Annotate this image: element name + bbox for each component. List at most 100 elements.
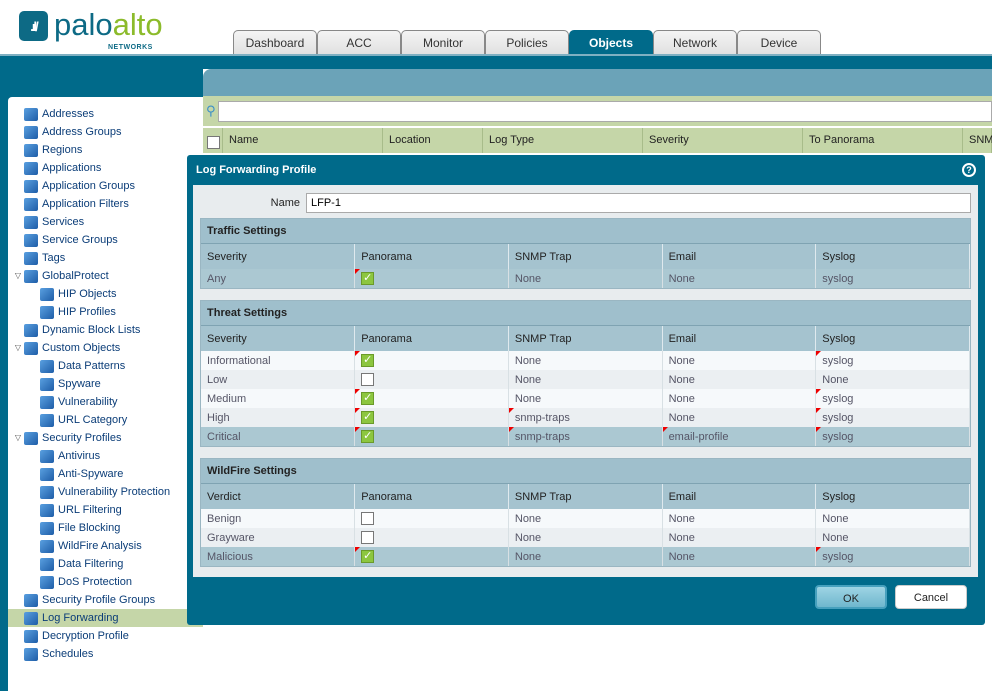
table-row[interactable]: Benign None None None <box>201 509 970 528</box>
sidebar-item-custom-objects[interactable]: ▽ Custom Objects <box>8 339 203 357</box>
sidebar-item-log-forwarding[interactable]: Log Forwarding <box>8 609 203 627</box>
column-header-to-panorama[interactable]: To Panorama <box>803 128 963 153</box>
tab-policies[interactable]: Policies <box>485 30 569 55</box>
sidebar-item-schedules[interactable]: Schedules <box>8 645 203 663</box>
panorama-cell[interactable]: ✓ <box>354 408 509 427</box>
snmp-cell[interactable]: None <box>508 351 663 370</box>
sidebar-item-tags[interactable]: Tags <box>8 249 203 267</box>
panorama-checkbox[interactable]: ✓ <box>361 354 375 367</box>
search-icon[interactable]: ⚲ <box>206 103 216 118</box>
email-cell[interactable]: None <box>662 528 817 547</box>
column-header-syslog[interactable]: Syslog <box>815 244 970 269</box>
sidebar-item-file-blocking[interactable]: File Blocking <box>8 519 203 537</box>
column-header-log-type[interactable]: Log Type <box>483 128 643 153</box>
snmp-cell[interactable]: None <box>508 370 663 389</box>
column-header-panorama[interactable]: Panorama <box>354 484 509 509</box>
help-icon[interactable]: ? <box>962 163 976 177</box>
column-header-snmp[interactable]: SNMP <box>963 128 992 153</box>
syslog-cell[interactable]: None <box>815 528 970 547</box>
syslog-cell[interactable]: syslog <box>815 269 970 288</box>
sidebar-item-hip-profiles[interactable]: HIP Profiles <box>8 303 203 321</box>
panorama-checkbox[interactable]: ✓ <box>361 392 375 405</box>
panorama-checkbox[interactable]: ✓ <box>361 430 375 443</box>
ok-button[interactable]: OK <box>815 585 887 609</box>
column-header-severity[interactable]: Severity <box>201 244 356 269</box>
column-header-severity[interactable]: Severity <box>643 128 803 153</box>
sidebar-item-url-filtering[interactable]: URL Filtering <box>8 501 203 519</box>
panorama-cell[interactable]: ✓ <box>354 389 509 408</box>
syslog-cell[interactable]: syslog <box>815 547 970 566</box>
panorama-cell[interactable] <box>354 370 509 389</box>
sidebar-item-vulnerability[interactable]: Vulnerability <box>8 393 203 411</box>
snmp-cell[interactable]: None <box>508 547 663 566</box>
column-header-snmp-trap[interactable]: SNMP Trap <box>508 326 663 351</box>
syslog-cell[interactable]: syslog <box>815 408 970 427</box>
tab-objects[interactable]: Objects <box>569 30 653 55</box>
snmp-cell[interactable]: snmp-traps <box>508 408 663 427</box>
sidebar-item-services[interactable]: Services <box>8 213 203 231</box>
snmp-cell[interactable]: snmp-traps <box>508 427 663 446</box>
table-row[interactable]: High ✓ snmp-traps None syslog <box>201 408 970 427</box>
panorama-cell[interactable]: ✓ <box>354 269 509 288</box>
email-cell[interactable]: email-profile <box>662 427 817 446</box>
sidebar-item-globalprotect[interactable]: ▽ GlobalProtect <box>8 267 203 285</box>
sidebar-item-vulnerability-protection[interactable]: Vulnerability Protection <box>8 483 203 501</box>
panorama-cell[interactable]: ✓ <box>354 547 509 566</box>
select-all-checkbox[interactable] <box>203 128 223 153</box>
column-header-snmp-trap[interactable]: SNMP Trap <box>508 484 663 509</box>
sidebar-item-spyware[interactable]: Spyware <box>8 375 203 393</box>
tab-acc[interactable]: ACC <box>317 30 401 55</box>
snmp-cell[interactable]: None <box>508 509 663 528</box>
snmp-cell[interactable]: None <box>508 389 663 408</box>
syslog-cell[interactable]: None <box>815 509 970 528</box>
column-header-syslog[interactable]: Syslog <box>815 484 970 509</box>
column-header-email[interactable]: Email <box>662 244 817 269</box>
search-input[interactable] <box>217 100 992 122</box>
sidebar-item-dos-protection[interactable]: DoS Protection <box>8 573 203 591</box>
table-row[interactable]: Low None None None <box>201 370 970 389</box>
cancel-button[interactable]: Cancel <box>895 585 967 609</box>
column-header-syslog[interactable]: Syslog <box>815 326 970 351</box>
tab-dashboard[interactable]: Dashboard <box>233 30 317 55</box>
sidebar-item-security-profile-groups[interactable]: Security Profile Groups <box>8 591 203 609</box>
table-row[interactable]: Malicious ✓ None None syslog <box>201 547 970 566</box>
panorama-cell[interactable]: ✓ <box>354 427 509 446</box>
sidebar-item-address-groups[interactable]: Address Groups <box>8 123 203 141</box>
email-cell[interactable]: None <box>662 389 817 408</box>
sidebar-item-dynamic-block-lists[interactable]: Dynamic Block Lists <box>8 321 203 339</box>
tab-network[interactable]: Network <box>653 30 737 55</box>
snmp-cell[interactable]: None <box>508 528 663 547</box>
sidebar-item-data-patterns[interactable]: Data Patterns <box>8 357 203 375</box>
panorama-cell[interactable] <box>354 528 509 547</box>
syslog-cell[interactable]: syslog <box>815 351 970 370</box>
table-row[interactable]: Medium ✓ None None syslog <box>201 389 970 408</box>
panorama-checkbox[interactable]: ✓ <box>361 550 375 563</box>
panorama-checkbox[interactable] <box>361 512 375 525</box>
column-header-email[interactable]: Email <box>662 484 817 509</box>
panorama-cell[interactable] <box>354 509 509 528</box>
panorama-checkbox[interactable]: ✓ <box>361 411 375 424</box>
sidebar-item-regions[interactable]: Regions <box>8 141 203 159</box>
column-header-verdict[interactable]: Verdict <box>201 484 356 509</box>
column-header-severity[interactable]: Severity <box>201 326 356 351</box>
column-header-location[interactable]: Location <box>383 128 483 153</box>
panorama-checkbox[interactable] <box>361 531 375 544</box>
panorama-checkbox[interactable]: ✓ <box>361 272 375 285</box>
email-cell[interactable]: None <box>662 408 817 427</box>
syslog-cell[interactable]: syslog <box>815 389 970 408</box>
email-cell[interactable]: None <box>662 269 817 288</box>
email-cell[interactable]: None <box>662 547 817 566</box>
syslog-cell[interactable]: None <box>815 370 970 389</box>
tab-device[interactable]: Device <box>737 30 821 55</box>
snmp-cell[interactable]: None <box>508 269 663 288</box>
sidebar-item-wildfire-analysis[interactable]: WildFire Analysis <box>8 537 203 555</box>
panorama-cell[interactable]: ✓ <box>354 351 509 370</box>
panorama-checkbox[interactable] <box>361 373 375 386</box>
table-row[interactable]: Critical ✓ snmp-traps email-profile syslog <box>201 427 970 446</box>
sidebar-item-antivirus[interactable]: Antivirus <box>8 447 203 465</box>
table-row[interactable]: Informational ✓ None None syslog <box>201 351 970 370</box>
sidebar-item-anti-spyware[interactable]: Anti-Spyware <box>8 465 203 483</box>
tab-monitor[interactable]: Monitor <box>401 30 485 55</box>
sidebar-item-security-profiles[interactable]: ▽ Security Profiles <box>8 429 203 447</box>
column-header-panorama[interactable]: Panorama <box>354 326 509 351</box>
